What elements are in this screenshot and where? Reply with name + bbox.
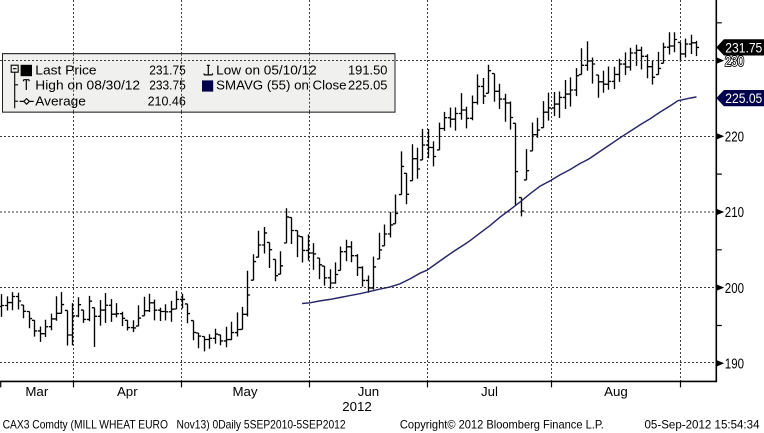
svg-text:191.50: 191.50: [348, 63, 387, 78]
svg-text:Jun: Jun: [358, 384, 379, 399]
svg-text:Mar: Mar: [25, 384, 48, 399]
svg-text:SMAVG (55) on Close: SMAVG (55) on Close: [216, 78, 346, 93]
svg-text:200: 200: [725, 281, 744, 297]
svg-text:Jul: Jul: [481, 384, 498, 399]
svg-text:210.46: 210.46: [148, 93, 186, 108]
svg-text:May: May: [232, 384, 257, 399]
svg-text:2012: 2012: [342, 399, 372, 414]
svg-text:Aug: Aug: [604, 384, 628, 399]
svg-text:190: 190: [725, 357, 744, 373]
svg-text:Copyright© 2012 Bloomberg Fina: Copyright© 2012 Bloomberg Finance L.P.: [400, 419, 604, 432]
svg-text:High on 08/30/12: High on 08/30/12: [35, 78, 140, 93]
svg-text:Apr: Apr: [117, 384, 138, 399]
svg-text:05-Sep-2012 15:54:34: 05-Sep-2012 15:54:34: [645, 419, 761, 432]
svg-text:Low on 05/10/12: Low on 05/10/12: [216, 63, 317, 78]
svg-text:CAX3 Comdty (MILL WHEAT EURO: CAX3 Comdty (MILL WHEAT EURO Nov13) 0Dai…: [3, 419, 346, 432]
svg-text:Average: Average: [35, 93, 86, 108]
svg-text:231.75: 231.75: [725, 41, 762, 57]
svg-text:225.05: 225.05: [348, 78, 387, 93]
svg-text:230: 230: [725, 54, 744, 70]
svg-text:210: 210: [725, 205, 744, 221]
svg-text:225.05: 225.05: [725, 91, 762, 107]
svg-text:Last Price: Last Price: [35, 63, 96, 78]
svg-text:231.75: 231.75: [149, 63, 186, 78]
svg-text:233.75: 233.75: [149, 78, 186, 93]
svg-text:220: 220: [725, 130, 744, 146]
